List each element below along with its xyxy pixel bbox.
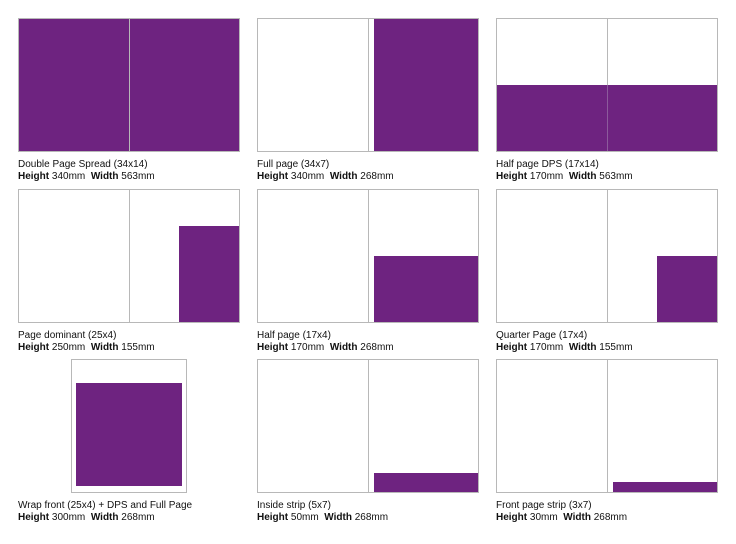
page-spine — [129, 190, 130, 322]
ad-title: Inside strip (5x7) — [257, 500, 331, 511]
spread-diagram — [257, 18, 479, 152]
ad-area — [374, 473, 478, 492]
ad-caption: Half page (17x4) Height 170mm Width 268m… — [257, 330, 394, 354]
height-value: 340mm — [51, 171, 86, 182]
ad-caption: Double Page Spread (34x14) Height 340mm … — [18, 159, 155, 183]
ad-area — [374, 19, 478, 151]
width-label: Width — [90, 171, 119, 182]
ad-title: Page dominant (25x4) — [18, 330, 117, 341]
ad-title: Front page strip (3x7) — [496, 500, 592, 511]
width-value: 563mm — [121, 171, 155, 182]
page-spine — [129, 19, 130, 151]
width-label: Width — [324, 512, 352, 523]
ad-size-half-page-dps: Half page DPS (17x14) Height 170mm Width… — [496, 18, 718, 182]
spread-diagram — [496, 18, 718, 152]
ad-area — [374, 256, 478, 322]
height-value: 30mm — [529, 512, 558, 523]
ad-title: Double Page Spread (34x14) — [18, 159, 148, 170]
spread-diagram — [257, 189, 479, 323]
ad-size-full-page: Full page (34x7) Height 340mm Width 268m… — [257, 18, 479, 182]
height-value: 50mm — [290, 512, 319, 523]
ad-caption: Inside strip (5x7) Height 50mm Width 268… — [257, 500, 388, 524]
height-label: Height — [257, 512, 289, 523]
width-label: Width — [329, 342, 358, 353]
height-value: 170mm — [529, 171, 564, 182]
ad-title: Full page (34x7) — [257, 159, 330, 170]
spread-diagram — [496, 359, 718, 493]
ad-area — [76, 383, 182, 486]
height-label: Height — [257, 171, 289, 182]
height-label: Height — [257, 342, 289, 353]
height-value: 250mm — [51, 342, 86, 353]
height-value: 170mm — [529, 342, 564, 353]
spread-diagram — [496, 189, 718, 323]
width-label: Width — [568, 342, 597, 353]
width-label: Width — [329, 171, 358, 182]
page-spine — [368, 19, 369, 151]
page-spine — [607, 85, 608, 151]
ad-caption: Quarter Page (17x4) Height 170mm Width 1… — [496, 330, 633, 354]
ad-size-double-page-spread: Double Page Spread (34x14) Height 340mm … — [18, 18, 240, 182]
page-spine — [368, 360, 369, 492]
ad-caption: Wrap front (25x4) + DPS and Full Page He… — [18, 500, 192, 524]
height-label: Height — [18, 342, 50, 353]
ad-title: Wrap front (25x4) + DPS and Full Page — [18, 500, 193, 511]
ad-caption: Full page (34x7) Height 340mm Width 268m… — [257, 159, 394, 183]
width-value: 268mm — [121, 512, 155, 523]
height-label: Height — [18, 171, 50, 182]
width-label: Width — [90, 512, 119, 523]
width-label: Width — [568, 171, 597, 182]
width-value: 155mm — [121, 342, 155, 353]
ad-size-quarter-page: Quarter Page (17x4) Height 170mm Width 1… — [496, 189, 718, 353]
width-label: Width — [563, 512, 591, 523]
ad-title: Half page DPS (17x14) — [496, 159, 599, 170]
ad-size-inside-strip: Inside strip (5x7) Height 50mm Width 268… — [257, 359, 479, 523]
height-label: Height — [496, 342, 528, 353]
width-value: 155mm — [599, 342, 633, 353]
page-spine — [368, 190, 369, 322]
ad-size-front-page-strip: Front page strip (3x7) Height 30mm Width… — [496, 359, 718, 523]
ad-caption: Page dominant (25x4) Height 250mm Width … — [18, 330, 155, 354]
width-label: Width — [90, 342, 119, 353]
width-value: 268mm — [360, 342, 394, 353]
spread-diagram — [257, 359, 479, 493]
ad-area — [179, 226, 239, 322]
width-value: 268mm — [593, 512, 628, 523]
ad-title: Quarter Page (17x4) — [496, 330, 588, 341]
height-value: 170mm — [290, 342, 325, 353]
ad-caption: Front page strip (3x7) Height 30mm Width… — [496, 500, 627, 524]
spread-diagram — [18, 189, 240, 323]
page-spine — [607, 190, 608, 322]
height-label: Height — [18, 512, 50, 523]
height-label: Height — [496, 512, 528, 523]
ad-caption: Half page DPS (17x14) Height 170mm Width… — [496, 159, 633, 183]
height-value: 340mm — [290, 171, 325, 182]
width-value: 268mm — [360, 171, 394, 182]
height-label: Height — [496, 171, 528, 182]
spread-diagram — [18, 18, 240, 152]
ad-area — [613, 482, 717, 492]
width-value: 268mm — [354, 512, 389, 523]
ad-title: Half page (17x4) — [257, 330, 331, 341]
single-page-diagram — [71, 359, 187, 493]
ad-area — [657, 256, 717, 322]
ad-size-page-dominant: Page dominant (25x4) Height 250mm Width … — [18, 189, 240, 353]
ad-size-half-page: Half page (17x4) Height 170mm Width 268m… — [257, 189, 479, 353]
page-spine — [607, 360, 608, 492]
width-value: 563mm — [599, 171, 633, 182]
height-value: 300mm — [51, 512, 86, 523]
